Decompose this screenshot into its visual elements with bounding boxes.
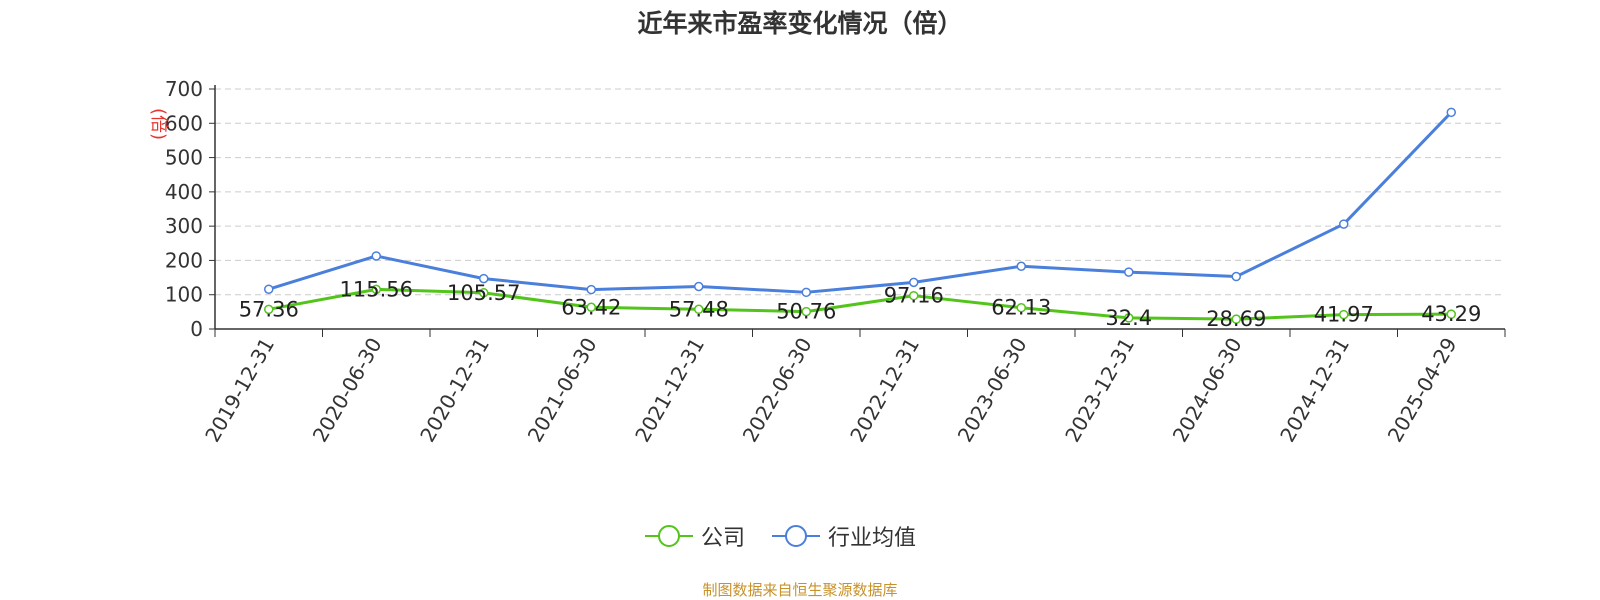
company-data-label: 97.16 bbox=[884, 284, 944, 308]
y-tick-label: 700 bbox=[165, 77, 203, 101]
industry-data-point[interactable] bbox=[909, 277, 919, 288]
industry-data-point[interactable] bbox=[264, 284, 274, 294]
company-data-point[interactable] bbox=[1446, 309, 1456, 319]
industry-series-line bbox=[268, 111, 1453, 294]
y-tick-label: 0 bbox=[190, 317, 203, 341]
company-data-label: 57.36 bbox=[239, 297, 299, 321]
company-data-label: 115.56 bbox=[340, 277, 413, 301]
company-data-point[interactable] bbox=[1016, 302, 1026, 313]
industry-data-point[interactable] bbox=[1016, 261, 1026, 272]
company-data-point[interactable] bbox=[1124, 313, 1134, 323]
x-tick-label: 2020-06-30 bbox=[308, 334, 387, 447]
x-tick-label: 2022-06-30 bbox=[738, 334, 817, 447]
company-data-point[interactable] bbox=[1231, 314, 1241, 324]
y-tick-label: 300 bbox=[165, 214, 203, 238]
data-labels: 57.36 115.56 105.57 63.42 57.48 50.76 97.16 62.… bbox=[239, 277, 1482, 331]
company-data-label: 62.13 bbox=[991, 296, 1051, 320]
x-tick-label: 2019-12-31 bbox=[200, 334, 279, 447]
industry-data-point[interactable] bbox=[1339, 219, 1349, 229]
y-axis-label: (倍) bbox=[148, 108, 169, 140]
industry-data-point[interactable] bbox=[1446, 107, 1456, 118]
company-data-label: 63.42 bbox=[561, 295, 621, 319]
company-data-point[interactable] bbox=[801, 306, 811, 317]
company-data-point[interactable] bbox=[1339, 309, 1349, 320]
legend-item-industry[interactable]: 行业均值 bbox=[772, 521, 916, 551]
series-lines bbox=[264, 107, 1456, 324]
company-data-label: 50.76 bbox=[776, 300, 836, 324]
grid-lines bbox=[215, 88, 1505, 296]
industry-data-point[interactable] bbox=[479, 273, 489, 284]
x-tick-label: 2021-06-30 bbox=[523, 334, 602, 447]
y-tick-label: 200 bbox=[165, 248, 203, 272]
company-data-label: 32.4 bbox=[1105, 306, 1152, 330]
x-tick-label: 2025-04-29 bbox=[1383, 334, 1462, 447]
company-data-point[interactable] bbox=[909, 290, 919, 301]
axes: 0 100 200 300 400 500 600 700 2019-12-31 2020-06-… bbox=[165, 77, 1506, 447]
y-tick-label: 500 bbox=[165, 146, 203, 170]
company-data-point[interactable] bbox=[371, 284, 381, 295]
industry-data-point[interactable] bbox=[1124, 267, 1134, 277]
x-tick-label: 2024-12-31 bbox=[1275, 334, 1354, 447]
company-data-label: 43.29 bbox=[1421, 302, 1481, 326]
x-tick-label: 2021-12-31 bbox=[630, 334, 709, 447]
x-tick-label: 2023-12-31 bbox=[1060, 334, 1139, 447]
company-series-line bbox=[268, 287, 1452, 321]
company-data-label: 28.69 bbox=[1206, 307, 1266, 331]
source-note: 制图数据来自恒生聚源数据库 bbox=[702, 581, 898, 599]
y-tick-label: 400 bbox=[165, 180, 203, 204]
industry-data-point[interactable] bbox=[371, 251, 381, 261]
y-tick-label: 100 bbox=[165, 283, 203, 307]
industry-data-point[interactable] bbox=[1231, 271, 1241, 282]
x-tick-label: 2024-06-30 bbox=[1168, 334, 1247, 447]
x-tick-label: 2023-06-30 bbox=[953, 334, 1032, 447]
company-data-point[interactable] bbox=[586, 302, 596, 313]
x-tick-label: 2020-12-31 bbox=[415, 334, 494, 447]
company-data-point[interactable] bbox=[694, 304, 704, 315]
x-tick-label: 2022-12-31 bbox=[845, 334, 924, 447]
industry-data-point[interactable] bbox=[694, 281, 704, 292]
company-data-point[interactable] bbox=[264, 304, 274, 315]
legend-company-icon bbox=[645, 525, 693, 547]
chart-title: 近年来市盈率变化情况（倍） bbox=[637, 9, 963, 38]
legend-label-company: 公司 bbox=[701, 526, 746, 551]
company-data-label: 41.97 bbox=[1314, 303, 1374, 327]
legend-industry-icon bbox=[772, 525, 820, 547]
company-data-label: 105.57 bbox=[447, 281, 520, 305]
company-data-point[interactable] bbox=[479, 288, 489, 298]
company-data-label: 57.48 bbox=[669, 297, 729, 321]
legend-label-industry: 行业均值 bbox=[828, 526, 917, 551]
legend-item-company[interactable]: 公司 bbox=[645, 521, 745, 551]
y-tick-label: 600 bbox=[165, 111, 203, 135]
industry-data-point[interactable] bbox=[586, 284, 596, 295]
industry-data-point[interactable] bbox=[801, 287, 811, 298]
